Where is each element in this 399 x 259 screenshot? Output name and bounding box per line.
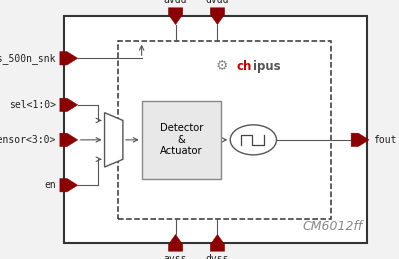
Polygon shape <box>168 8 183 25</box>
Text: sel<1:0>: sel<1:0> <box>9 100 56 110</box>
Polygon shape <box>210 8 225 25</box>
Polygon shape <box>210 234 225 251</box>
Text: ibs_500n_snk: ibs_500n_snk <box>0 53 56 64</box>
Text: ch: ch <box>237 60 252 73</box>
Polygon shape <box>105 113 123 167</box>
Bar <box>118 41 331 219</box>
Text: Detector
&
Actuator: Detector & Actuator <box>160 123 203 156</box>
Text: CM6012ff: CM6012ff <box>303 220 363 233</box>
Polygon shape <box>60 52 78 65</box>
Text: dvss: dvss <box>206 254 229 259</box>
Text: fout: fout <box>373 135 397 145</box>
Text: c_sensor<3:0>: c_sensor<3:0> <box>0 134 56 145</box>
Polygon shape <box>60 178 78 192</box>
Text: ipus: ipus <box>253 60 281 73</box>
Text: ⚙: ⚙ <box>215 59 228 73</box>
Polygon shape <box>351 133 369 147</box>
Text: avss: avss <box>164 254 187 259</box>
Text: en: en <box>44 180 56 190</box>
Text: avdd: avdd <box>164 0 187 5</box>
Polygon shape <box>168 234 183 251</box>
Polygon shape <box>60 133 78 147</box>
Bar <box>64 16 367 243</box>
Polygon shape <box>60 98 78 112</box>
Bar <box>142 101 221 179</box>
Text: dvdd: dvdd <box>206 0 229 5</box>
